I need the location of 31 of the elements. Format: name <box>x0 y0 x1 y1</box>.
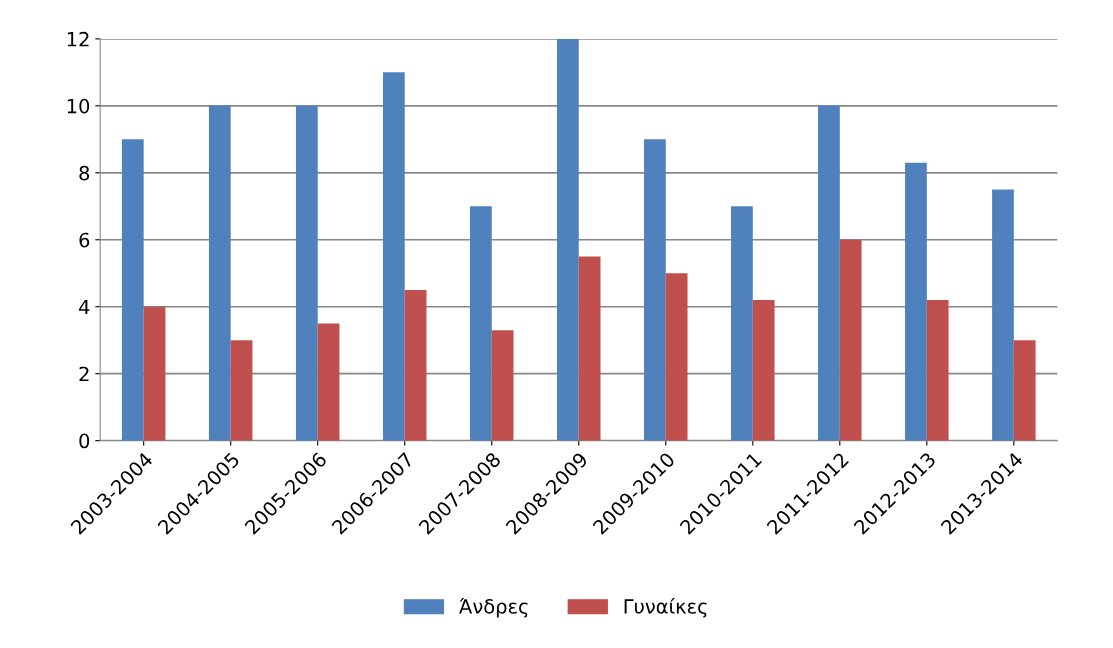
y-tick-label: 12 <box>67 31 89 47</box>
bar <box>317 323 340 441</box>
bar <box>143 306 166 441</box>
bar <box>121 139 144 441</box>
bar <box>665 273 688 441</box>
bar <box>382 72 405 441</box>
legend-label: Γυναίκες <box>624 597 707 618</box>
y-tick-label: 6 <box>79 232 90 248</box>
bar <box>926 300 949 441</box>
bar <box>644 139 666 441</box>
bar <box>992 189 1014 441</box>
bar <box>491 330 514 441</box>
y-tick-label: 10 <box>67 98 90 114</box>
bar <box>752 300 775 441</box>
y-tick-label: 0 <box>79 433 90 449</box>
bar <box>818 105 840 441</box>
bar <box>469 206 492 441</box>
y-tick-label: 2 <box>79 366 89 382</box>
y-tick-label: 4 <box>79 299 90 315</box>
bar <box>731 206 753 441</box>
bar <box>839 239 862 441</box>
bar <box>905 162 927 441</box>
bar <box>404 289 427 441</box>
bar <box>208 105 231 441</box>
bar <box>578 256 601 441</box>
bar <box>557 38 579 441</box>
legend-label: Άνδρες <box>459 597 528 618</box>
bar <box>230 340 253 441</box>
bar <box>1013 340 1036 441</box>
y-tick-label: 8 <box>79 165 90 181</box>
bar <box>295 105 318 441</box>
